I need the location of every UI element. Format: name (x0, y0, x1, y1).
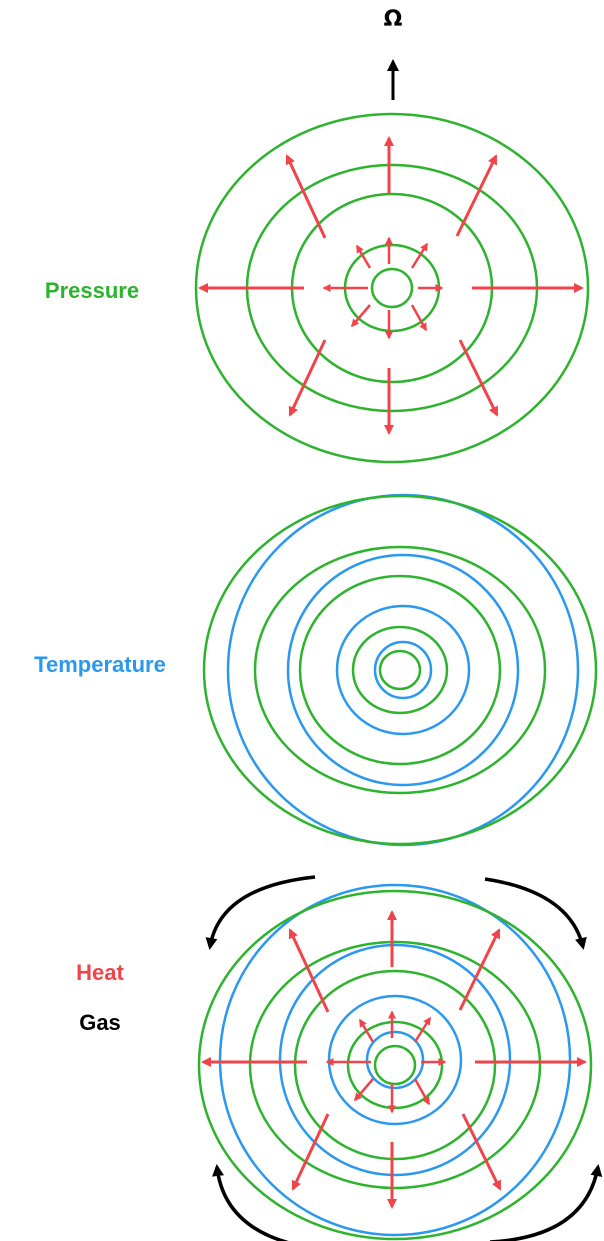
isobar-ring (253, 545, 547, 795)
gas-flow-arrow (489, 1164, 603, 1241)
temperature-panel (202, 493, 598, 847)
heat-arrow (291, 1113, 330, 1191)
heat-arrow (288, 928, 330, 1013)
heat-arrow-small (354, 1078, 374, 1102)
heat-arrow-small (410, 304, 428, 332)
temperature-label: Temperature (34, 652, 166, 677)
isotherm-ring (218, 883, 572, 1237)
isotherm-ring (286, 553, 520, 787)
heat-label: Heat (76, 960, 124, 985)
isobar-ring (194, 112, 590, 464)
gas-flow-arrow (205, 875, 316, 950)
heat-arrow-small (351, 304, 371, 328)
heat-arrow-small (355, 244, 372, 269)
isobar-ring (293, 969, 497, 1161)
isotherm-ring (365, 1030, 425, 1090)
isobar-ring (370, 267, 414, 309)
isobar-ring (202, 494, 598, 846)
heat-arrow-small (413, 1016, 432, 1043)
isobar-ring (197, 889, 593, 1241)
heat-arrow (455, 154, 498, 237)
omega-label: Ω (384, 7, 403, 32)
heat-arrow-small (410, 242, 429, 269)
pressure-panel (194, 112, 590, 464)
heat-gas-panel (197, 875, 603, 1241)
heat-arrow (458, 928, 501, 1011)
isobar-ring (298, 574, 502, 766)
heat-arrow (285, 154, 327, 239)
heat-arrow (288, 339, 327, 417)
isotherm-ring (335, 604, 471, 736)
heat-arrow (461, 1113, 502, 1191)
isotherm-ring (373, 640, 433, 700)
heat-arrow-small (413, 1078, 431, 1106)
isobar-ring (346, 1020, 444, 1110)
isobar-ring (351, 625, 449, 715)
gas-label: Gas (79, 1010, 121, 1035)
heat-arrow-small (358, 1018, 375, 1043)
isobar-ring (378, 649, 422, 691)
isobar-ring (290, 192, 494, 384)
gas-flow-arrow (484, 877, 587, 950)
heat-arrow (458, 339, 499, 417)
isobar-ring (373, 1044, 417, 1086)
gas-flow-arrow (212, 1164, 290, 1241)
isotherm-ring (278, 943, 512, 1177)
isobar-ring (248, 940, 542, 1190)
pressure-label: Pressure (45, 278, 139, 303)
